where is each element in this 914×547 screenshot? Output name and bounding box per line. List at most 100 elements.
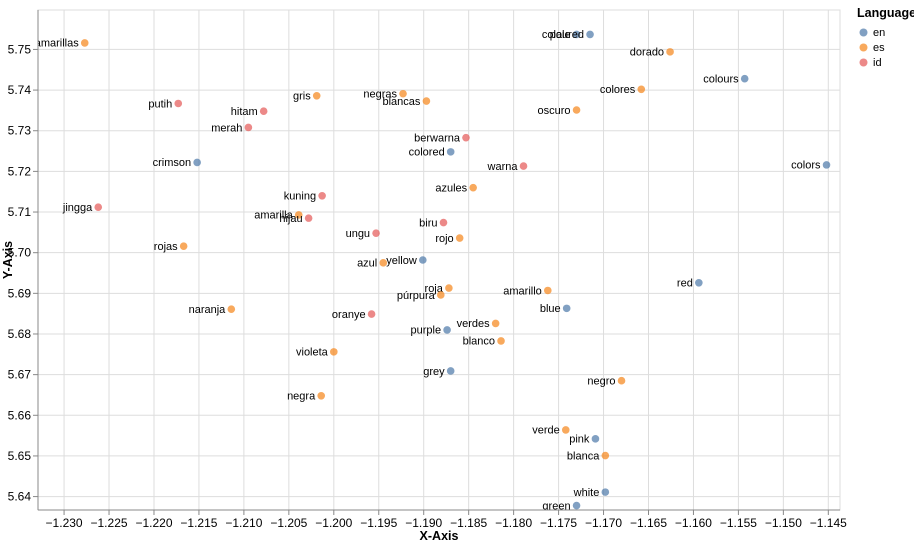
x-tick-label: −1.160 <box>675 516 712 530</box>
data-point <box>318 191 326 200</box>
axes: −1.230 −1.225 −1.220 −1.215 −1.210 −1.205 −1.2… <box>8 10 847 530</box>
x-tick-label: −1.230 <box>46 516 83 530</box>
data-point <box>462 133 470 142</box>
data-point <box>422 97 431 105</box>
data-point <box>519 162 528 170</box>
data-point-label: biru <box>419 217 437 229</box>
y-tick-label: 5.72 <box>8 164 32 178</box>
data-point-label: dorado <box>630 47 664 59</box>
legend-swatch-en <box>859 28 868 37</box>
data-point <box>591 435 600 443</box>
data-point <box>740 74 749 83</box>
data-point-label: gris <box>293 91 311 103</box>
legend-label-id: id <box>873 57 882 69</box>
data-point <box>572 106 581 114</box>
data-point <box>601 488 610 496</box>
x-tick-label: −1.165 <box>630 516 667 530</box>
legend-swatch-id <box>859 58 868 67</box>
data-point-label: azules <box>435 182 467 194</box>
data-point-label: white <box>573 487 600 499</box>
data-point-label: negro <box>587 376 615 388</box>
data-point-label: green <box>542 500 570 512</box>
data-point-label: colors <box>791 160 821 172</box>
data-point <box>259 107 268 116</box>
y-tick-label: 5.67 <box>8 368 32 382</box>
x-tick-label: −1.155 <box>720 516 757 530</box>
x-tick-label: −1.190 <box>405 516 442 530</box>
legend: Language en es id <box>857 6 914 69</box>
x-tick-label: −1.225 <box>91 516 128 530</box>
data-point-label: blue <box>540 303 561 315</box>
data-point <box>822 161 831 169</box>
data-point-label: oranye <box>332 309 366 321</box>
data-point <box>244 123 253 132</box>
data-point-label: coloured <box>542 29 584 41</box>
data-point <box>601 451 610 460</box>
legend-label-es: es <box>873 42 885 54</box>
data-point-label: verdes <box>457 318 491 330</box>
x-tick-label: −1.185 <box>450 516 487 530</box>
data-point <box>312 91 321 100</box>
data-point-label: púrpura <box>397 290 436 302</box>
data-point-label: yellow <box>386 255 417 267</box>
y-tick-label: 5.68 <box>8 327 32 341</box>
data-point <box>666 48 674 56</box>
x-tick-label: −1.195 <box>360 516 397 530</box>
data-point <box>543 286 552 295</box>
y-tick-label: 5.69 <box>8 286 32 300</box>
data-point-label: azul <box>357 258 377 270</box>
data-point-label: amarilla <box>254 210 293 222</box>
y-axis-title: Y-Axis <box>1 241 15 279</box>
data-point <box>379 259 388 267</box>
data-point-label: negras <box>363 89 397 101</box>
data-point <box>455 234 464 242</box>
data-point <box>445 284 453 292</box>
data-point <box>330 348 338 356</box>
data-point-label: blanco <box>463 336 495 348</box>
data-point <box>80 39 89 47</box>
x-tick-label: −1.215 <box>180 516 217 530</box>
data-point-label: naranja <box>189 304 227 316</box>
data-point-label: berwarna <box>414 132 461 144</box>
x-tick-label: −1.150 <box>765 516 802 530</box>
data-point-label: red <box>677 278 693 290</box>
data-point <box>562 304 571 313</box>
x-tick-label: −1.145 <box>810 516 847 530</box>
data-point <box>94 203 103 211</box>
data-point <box>436 291 445 299</box>
data-point-label: blancas <box>382 96 420 108</box>
y-tick-label: 5.66 <box>8 408 32 422</box>
data-point-label: kuning <box>284 191 316 203</box>
data-point <box>419 256 427 264</box>
data-point-label: colored <box>409 147 445 159</box>
gridlines <box>37 9 841 511</box>
data-point <box>367 310 376 318</box>
x-tick-label: −1.180 <box>495 516 532 530</box>
data-point-label: ungu <box>346 228 370 240</box>
data-point <box>317 391 326 400</box>
data-point-label: oscuro <box>538 105 571 117</box>
data-point <box>443 326 451 334</box>
data-point <box>193 158 201 167</box>
data-point <box>227 305 236 313</box>
data-point <box>294 211 303 219</box>
data-point-label: rojas <box>154 241 178 253</box>
data-point <box>572 501 581 510</box>
data-point-label: negra <box>287 391 316 403</box>
data-point-label: merah <box>211 122 242 134</box>
legend-swatch-es <box>859 43 868 52</box>
data-point <box>174 99 183 108</box>
y-tick-label: 5.74 <box>8 83 32 97</box>
data-point <box>179 242 188 250</box>
x-tick-label: −1.175 <box>540 516 577 530</box>
data-point-label: amarillo <box>503 285 542 297</box>
data-point <box>491 319 500 328</box>
data-point <box>617 376 626 385</box>
x-tick-label: −1.170 <box>585 516 622 530</box>
data-point-label: blanca <box>567 450 600 462</box>
legend-title: Language <box>857 6 914 20</box>
data-point-label: amarillas <box>35 38 80 50</box>
